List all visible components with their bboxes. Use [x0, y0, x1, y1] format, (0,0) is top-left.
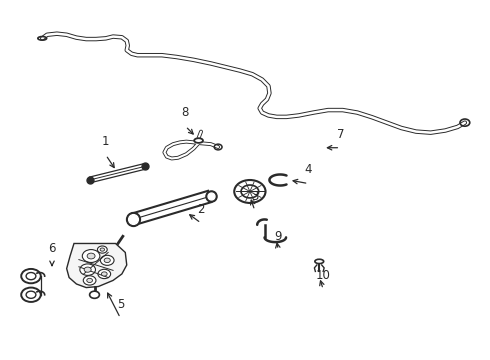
Text: 5: 5	[117, 298, 124, 311]
Circle shape	[26, 291, 36, 298]
Circle shape	[101, 272, 107, 276]
Circle shape	[90, 291, 99, 298]
Text: 3: 3	[251, 190, 258, 203]
Circle shape	[21, 269, 41, 283]
Text: 6: 6	[48, 242, 56, 255]
Text: 1: 1	[102, 135, 109, 148]
Text: 2: 2	[197, 203, 205, 216]
Text: 10: 10	[316, 269, 331, 282]
Circle shape	[241, 185, 259, 198]
Circle shape	[87, 253, 95, 259]
Text: 9: 9	[274, 230, 282, 243]
Circle shape	[84, 267, 91, 272]
Circle shape	[98, 246, 107, 253]
Text: 7: 7	[337, 127, 344, 140]
Polygon shape	[67, 243, 127, 288]
Circle shape	[100, 255, 114, 265]
Circle shape	[87, 278, 93, 283]
Circle shape	[104, 258, 110, 262]
Circle shape	[21, 288, 41, 302]
Text: 4: 4	[305, 163, 312, 176]
Circle shape	[82, 249, 100, 262]
Circle shape	[80, 264, 96, 275]
Circle shape	[83, 276, 96, 285]
Circle shape	[98, 269, 111, 279]
Circle shape	[26, 273, 36, 280]
Text: 8: 8	[182, 106, 189, 119]
Circle shape	[234, 180, 266, 203]
Ellipse shape	[194, 138, 203, 143]
Ellipse shape	[315, 259, 324, 264]
Circle shape	[100, 248, 104, 251]
